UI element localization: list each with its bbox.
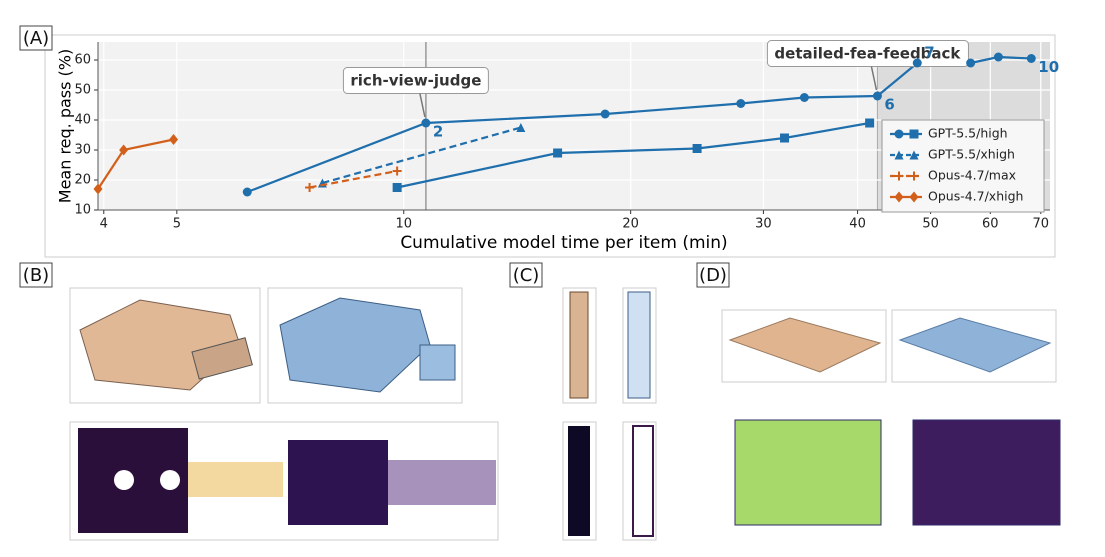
marker: [600, 109, 610, 119]
series-line: [246, 55, 1032, 194]
label-box: [19, 25, 53, 51]
label-box: [696, 262, 730, 288]
callout-arrow: [870, 66, 878, 91]
chart-frame: [44, 34, 1056, 258]
marker: [894, 129, 904, 139]
marker: [392, 183, 402, 192]
marker: [119, 144, 129, 156]
x-tick-label: 10: [395, 217, 412, 232]
marker: [421, 118, 431, 128]
marker: [909, 150, 919, 160]
series-line: [322, 126, 522, 185]
callout-text: rich-view-judge: [350, 72, 481, 90]
marker: [894, 150, 904, 160]
x-tick-label: 70: [1033, 217, 1050, 232]
marker: [780, 133, 790, 143]
panel-c: [562, 287, 657, 541]
x-tick-label: 20: [622, 217, 639, 232]
marker: [894, 191, 904, 203]
marker: [909, 191, 919, 203]
marker: [392, 166, 402, 176]
marker: [305, 183, 315, 192]
legend-label: Opus-4.7/max: [928, 168, 1016, 183]
legend-label: Opus-4.7/xhigh: [928, 189, 1023, 204]
marker: [736, 99, 746, 108]
marker: [553, 148, 563, 158]
panel-label: (D): [699, 265, 727, 286]
y-tick-label: 60: [74, 53, 91, 68]
y-tick-label: 20: [74, 173, 91, 188]
x-tick-label: 5: [173, 217, 181, 232]
y-tick-label: 40: [74, 113, 91, 128]
callout-box: [342, 67, 489, 94]
y-axis-label: Mean req. pass (%): [56, 49, 75, 203]
marker: [169, 134, 179, 145]
marker: [966, 58, 976, 68]
marker: [516, 123, 526, 132]
panel-label: (B): [23, 265, 49, 286]
y-tick-label: 10: [74, 203, 91, 218]
marker: [242, 187, 252, 197]
label-box: [509, 262, 543, 288]
marker: [692, 144, 702, 153]
x-tick-label: 4: [100, 217, 108, 232]
point-label: 2: [433, 123, 443, 141]
point-label: 6: [884, 96, 894, 114]
marker: [912, 58, 922, 68]
panel-label: (A): [23, 28, 49, 49]
x-axis-label: Cumulative model time per item (min): [400, 233, 727, 253]
x-tick-label: 30: [755, 217, 772, 232]
legend-label: GPT-5.5/xhigh: [928, 147, 1015, 162]
panel-label: (C): [513, 265, 540, 286]
marker: [799, 93, 809, 102]
series-line: [309, 169, 398, 189]
x-tick-label: 50: [922, 217, 939, 232]
marker: [865, 118, 875, 128]
marker: [909, 129, 919, 139]
marker: [872, 91, 882, 101]
x-tick-label: 60: [982, 217, 999, 232]
marker: [1026, 54, 1036, 63]
marker: [909, 171, 919, 181]
marker: [93, 183, 103, 195]
callout-text: detailed-fea-feedback: [774, 45, 961, 63]
y-tick-label: 30: [74, 143, 91, 158]
y-tick-label: 50: [74, 83, 91, 98]
label-box: [19, 262, 53, 288]
point-label: 7: [924, 44, 934, 62]
panel-d: [721, 309, 1061, 526]
x-tick-label: 40: [849, 217, 866, 232]
callout-arrow: [419, 93, 426, 118]
marker: [993, 52, 1003, 62]
panel-b: [69, 287, 499, 541]
legend-label: GPT-5.5/high: [928, 126, 1008, 141]
point-label: 10: [1038, 58, 1059, 76]
marker: [894, 171, 904, 181]
